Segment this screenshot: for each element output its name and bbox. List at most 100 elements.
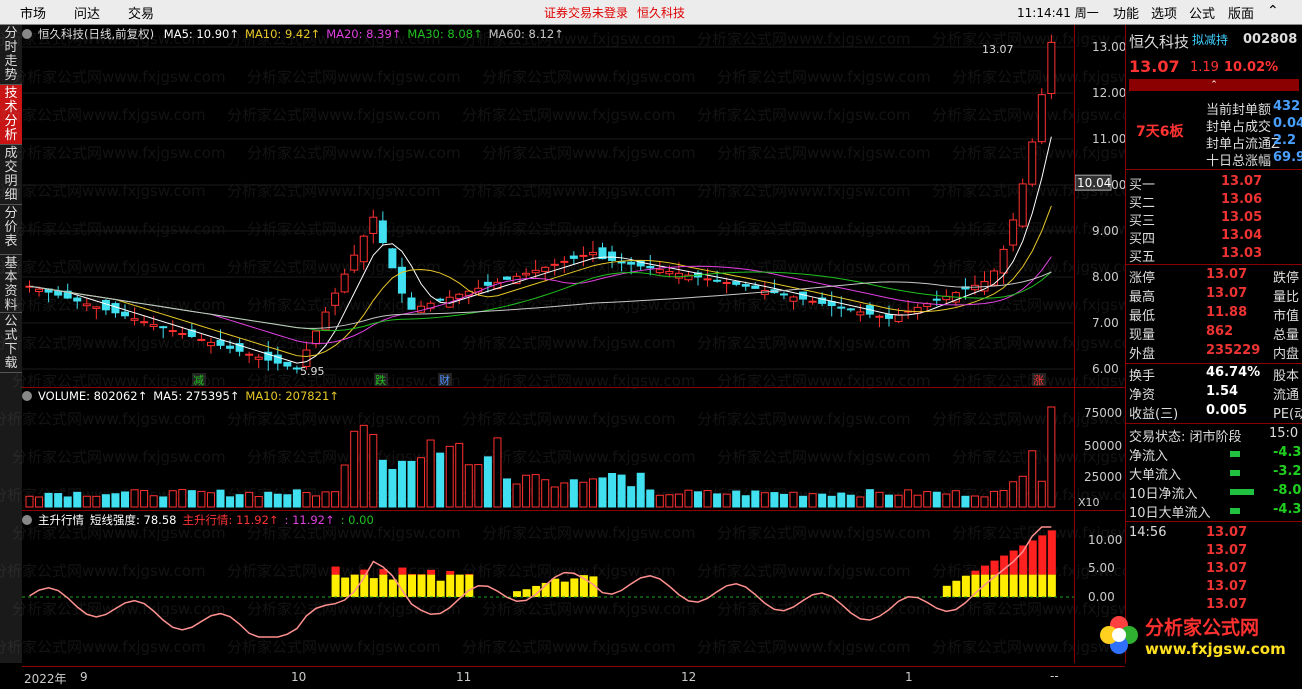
volume-bar [1038,481,1045,507]
volume-bar [637,473,644,507]
volume-bar [876,492,883,507]
row-value: 13.07 [1206,525,1247,540]
volume-bar [93,496,100,507]
row-label: 外盘 [1129,343,1155,362]
logo-title: 分析家公式网 [1145,616,1259,639]
candle [704,279,711,280]
candle [609,252,616,260]
row-label: 买五 [1129,246,1155,265]
kline-title: 恒久科技(日线,前复权) [38,27,154,41]
volume-bar [360,425,367,507]
indicator-bar [408,575,416,597]
menu-wenda[interactable]: 问达 [74,3,100,22]
collapse-button[interactable]: ⌃ [1129,79,1299,91]
volume-bar [389,469,396,507]
scroll-icon[interactable]: -- [1050,669,1059,683]
row-right-label: 总量 [1273,324,1299,343]
menu-layout[interactable]: 版面 [1228,3,1254,22]
row-value: 13.06 [1221,192,1262,207]
indicator-bar-red [991,561,999,575]
settings-circle-icon[interactable] [22,29,32,39]
volume-bar [618,475,625,507]
reduce-holdings-tag[interactable]: 拟减持 [1192,31,1228,48]
price-tag: 10.04 [1077,176,1111,190]
bid-row: 买二 13.06 [1126,192,1302,210]
menu-function[interactable]: 功能 [1113,3,1139,22]
row-label: 最低 [1129,305,1155,324]
indicator-bar [1029,575,1037,597]
volume-bar [819,494,826,507]
candle [647,266,654,267]
indicator-tick: 10.00 [1088,533,1122,547]
indicator-bar [437,581,445,597]
candle [313,331,320,344]
logo-url: www.fxjgsw.com [1145,640,1286,658]
quote-panel: 恒久科技 拟减持 002808 13.07 1.19 10.02% ⌃ 7天6板… [1125,25,1302,663]
row-value: -4.3 [1273,445,1301,460]
candle [809,301,816,302]
candle [847,309,854,310]
flow-row: 10日净流入-8.0 [1126,483,1302,501]
menu-trade[interactable]: 交易 [128,3,154,22]
volume-bar [780,494,787,507]
volume-bar [513,484,520,507]
indicator-bar [446,575,454,597]
volume-bar [303,493,310,507]
login-warning[interactable]: 证券交易未登录 [544,4,628,21]
volume-bar [599,478,606,507]
price-tick: 6.00 [1092,362,1119,376]
candle [351,255,358,270]
volume-bar [580,482,587,507]
volume-bar [160,497,167,507]
volume-bar [227,497,234,507]
candle [933,299,940,300]
row-label: 10日净流入 [1129,483,1198,502]
indicator-bar-red [398,568,406,575]
indicator-bar [523,589,531,597]
row-label: 买三 [1129,210,1155,229]
volume-bar [991,491,998,507]
bid-row: 买三 13.05 [1126,210,1302,228]
trade-status-time: 15:0 [1269,426,1298,441]
row-value: -3.2 [1273,464,1301,479]
stock-code: 002808 [1243,32,1297,47]
month-label: 1 [905,670,913,684]
row-right-label: 跌停 [1273,267,1299,286]
chevron-up-icon[interactable]: ⌃ [1267,3,1279,19]
ma-legend-item: MA10: 9.42↑ [245,27,320,41]
row-value: 69.9 [1273,150,1302,165]
row-label: 买二 [1129,192,1155,211]
menu-market[interactable]: 市场 [20,3,46,22]
month-label: 9 [80,670,88,684]
row-right-label: 内盘 [1273,343,1299,362]
row-right-label: PE(动) [1273,403,1302,422]
volume-bar [800,496,807,507]
volume-bar [236,495,243,507]
stock-chart[interactable]: 13.0012.0011.0010.009.008.007.006.0010.0… [22,25,1125,663]
time-axis[interactable]: 2022年 9 10 11 12 1 -- [22,666,1125,689]
indicator-bar-red [465,574,473,575]
volume-bar [733,491,740,507]
candle [857,312,864,315]
settings-circle-icon[interactable] [22,391,32,401]
row-value: 13.05 [1221,210,1262,225]
flow-bar [1230,470,1240,476]
settings-circle-icon[interactable] [22,515,32,525]
candle [1000,249,1007,273]
volume-tick: 50000 [1084,439,1122,453]
low-label: 5.95 [300,365,325,378]
volume-bar [1029,451,1036,507]
flow-row: 大单流入-3.2 [1126,464,1302,482]
volume-bar [379,460,386,507]
menu-options[interactable]: 选项 [1151,3,1177,22]
candle [504,277,511,279]
volume-bar [26,496,33,507]
indicator-bar [1019,575,1027,597]
candle [1010,220,1017,245]
indicator-bar [943,586,951,597]
indicator-bar [418,575,426,597]
menu-formula[interactable]: 公式 [1189,3,1215,22]
